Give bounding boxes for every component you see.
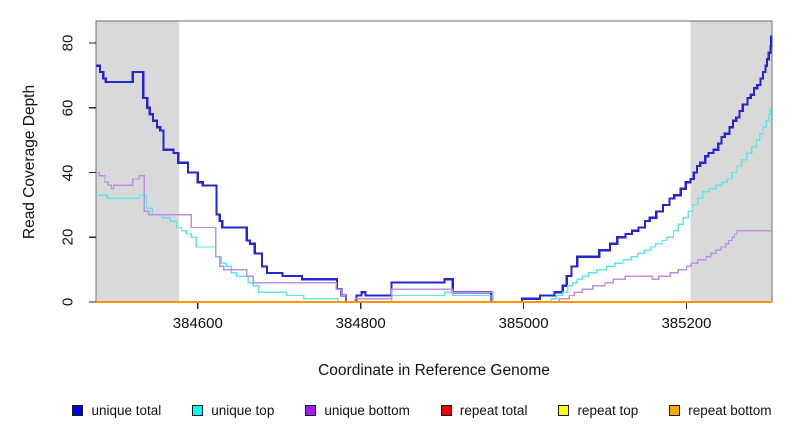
series-unique-top [96,107,772,303]
legend-label: unique total [91,402,162,418]
legend-label: repeat bottom [688,402,772,418]
x-tick-label: 385000 [498,315,549,332]
legend-label: repeat total [459,402,528,418]
x-tick-label: 385200 [661,315,712,332]
legend-swatch-icon [669,404,681,416]
y-tick-label: 60 [59,99,77,117]
legend: unique total unique top unique bottom repea… [52,398,792,422]
legend-label: unique top [211,402,275,418]
legend-label: repeat top [577,402,639,418]
y-tick-label: 80 [59,34,77,52]
legend-item-unique-bottom: unique bottom [305,403,410,418]
legend-item-repeat-top: repeat top [558,403,638,418]
y-tick-label: 20 [59,228,77,246]
legend-item-repeat-total: repeat total [440,402,528,418]
x-axis-title: Coordinate in Reference Genome [318,362,550,379]
series-unique-total [96,35,773,304]
legend-swatch-icon [558,404,570,416]
legend-swatch-icon [440,404,452,416]
legend-item-unique-total: unique total [72,403,161,418]
series-unique-bottom [96,171,772,303]
y-tick-label: 0 [59,297,77,307]
legend-swatch-icon [305,404,317,416]
legend-item-repeat-bottom: repeat bottom [669,402,772,418]
legend-item-unique-top: unique top [192,403,274,418]
legend-swatch-icon [192,404,204,416]
legend-label: unique bottom [324,402,410,418]
plot-box [95,20,773,303]
y-axis-title: Read Coverage Depth [21,84,38,240]
x-tick-label: 384600 [172,315,223,332]
shaded-region [96,21,180,302]
y-tick-label: 40 [59,164,77,181]
x-tick-label: 384800 [335,315,386,332]
legend-swatch-icon [72,404,84,416]
